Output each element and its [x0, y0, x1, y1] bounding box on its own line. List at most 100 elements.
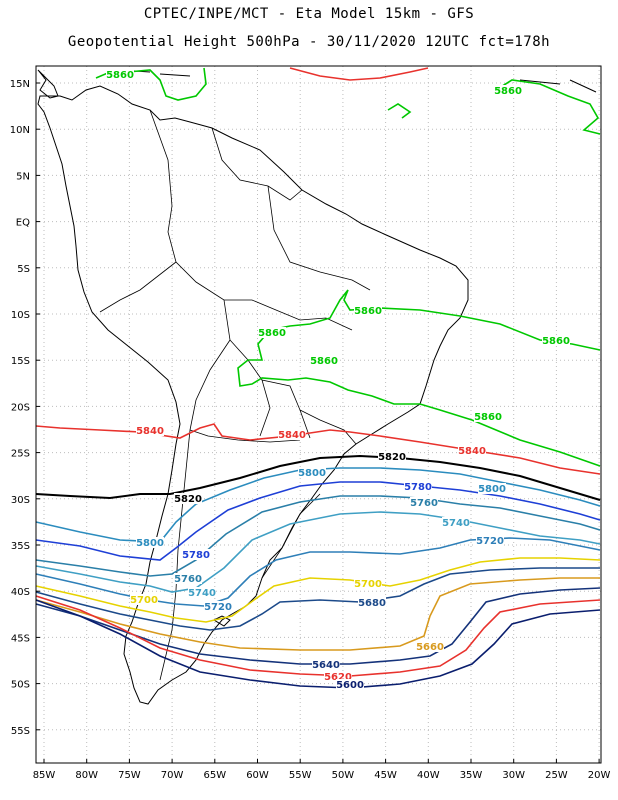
country-borders — [99, 109, 371, 681]
longitude-labels: 85W 80W 75W 70W 65W 60W 55W 50W 45W 40W 35W 30W 25W 2… — [33, 759, 611, 781]
lon-tick-label: 40W — [417, 770, 440, 781]
lat-tick-label: 10N — [10, 125, 30, 136]
contour-label-bg — [312, 659, 340, 670]
contour-label-bg — [378, 451, 406, 462]
lon-tick-label: 35W — [460, 770, 483, 781]
south-america-coastline — [37, 85, 469, 705]
contour-label: 5840 — [458, 446, 486, 457]
contour-5860-north-c — [387, 103, 412, 119]
contour-label-bg — [324, 671, 352, 682]
lat-tick-label: 35S — [11, 541, 30, 552]
contour-label: 5800 — [136, 538, 164, 549]
contour-label: 5860 — [494, 86, 522, 97]
latitude-labels: 15N 10N 5N EQ 5S 10S 15S 20S 25S 30S 35S 40S 45S 50S 5… — [10, 79, 40, 737]
contour-5840 — [35, 423, 601, 475]
lat-tick-label: 5S — [17, 264, 30, 275]
contour-label-bg — [476, 535, 504, 546]
contour-5680 — [35, 567, 600, 631]
contour-label-bg — [174, 493, 202, 504]
contour-label-bg — [404, 481, 432, 492]
geopotential-contours — [35, 67, 601, 689]
contour-label-bg — [106, 69, 134, 80]
lat-tick-label: 10S — [11, 310, 30, 321]
central-america-coastline — [37, 69, 59, 99]
contour-5700 — [35, 557, 601, 623]
lat-tick-label: 55S — [11, 726, 30, 737]
contour-label-bg — [136, 537, 164, 548]
contour-label-bg — [474, 411, 502, 422]
contour-5660 — [35, 577, 600, 651]
contour-label: 5740 — [188, 588, 216, 599]
contour-label: 5640 — [312, 660, 340, 671]
contour-label-bg — [494, 85, 522, 96]
lon-tick-label: 80W — [75, 770, 98, 781]
contour-label: 5700 — [354, 579, 382, 590]
lat-tick-label: 50S — [11, 680, 30, 691]
falkland-islands — [212, 615, 231, 627]
contour-label-bg — [136, 425, 164, 436]
contour-label-bg — [410, 497, 438, 508]
contour-label-bg — [542, 335, 570, 346]
contour-label-bg — [358, 597, 386, 608]
contour-label-bg — [416, 641, 444, 652]
contour-label: 5680 — [358, 598, 386, 609]
map-title-line2: Geopotential Height 500hPa - 30/11/2020 … — [67, 34, 551, 50]
contour-label-bg — [310, 355, 338, 366]
contour-label: 5860 — [474, 412, 502, 423]
contour-label: 5820 — [174, 494, 202, 505]
lon-tick-label: 85W — [33, 770, 56, 781]
contour-label-bg — [130, 594, 158, 605]
lat-lon-grid — [36, 66, 601, 763]
contour-label-bg — [354, 305, 382, 316]
contour-label-bg — [458, 445, 486, 456]
contour-labels: 5860 5860 5860 5860 5860 5860 5860 5840 5840 5840… — [106, 69, 570, 691]
contour-label: 5780 — [182, 550, 210, 561]
contour-label: 5860 — [106, 70, 134, 81]
contour-label-bg — [354, 578, 382, 589]
contour-5820 — [35, 454, 601, 501]
lat-tick-label: 15N — [10, 79, 30, 90]
lon-tick-label: 25W — [545, 770, 568, 781]
contour-label: 5600 — [336, 680, 364, 691]
contour-label: 5700 — [130, 595, 158, 606]
contour-label: 5620 — [324, 672, 352, 683]
contour-5640 — [35, 587, 601, 665]
map-frame — [35, 65, 602, 764]
contour-label: 5780 — [404, 482, 432, 493]
lon-tick-label: 30W — [502, 770, 525, 781]
lat-tick-label: 5N — [16, 171, 30, 182]
contour-label-bg — [478, 483, 506, 494]
lon-tick-label: 70W — [161, 770, 184, 781]
contour-label: 5740 — [442, 518, 470, 529]
lat-tick-label: 45S — [11, 633, 30, 644]
contour-label-bg — [258, 327, 286, 338]
contour-label-bg — [182, 549, 210, 560]
contour-label: 5720 — [476, 536, 504, 547]
contour-5620 — [35, 595, 601, 677]
contour-label: 5820 — [378, 452, 406, 463]
contour-label: 5840 — [136, 426, 164, 437]
contour-label: 5860 — [354, 306, 382, 317]
contour-label: 5840 — [278, 430, 306, 441]
lat-tick-label: 30S — [11, 495, 30, 506]
lon-tick-label: 75W — [118, 770, 141, 781]
contour-label-bg — [336, 679, 364, 690]
contour-label: 5860 — [542, 336, 570, 347]
lon-tick-label: 60W — [246, 770, 269, 781]
contour-5840-north — [289, 67, 429, 81]
contour-label-bg — [298, 467, 326, 478]
lon-tick-label: 45W — [374, 770, 397, 781]
lat-tick-label: 20S — [11, 402, 30, 413]
lat-tick-label: EQ — [16, 218, 30, 229]
lon-tick-label: 20W — [588, 770, 611, 781]
contour-5860-north-b — [495, 79, 601, 135]
contour-label-bg — [174, 573, 202, 584]
contour-label: 5760 — [174, 574, 202, 585]
contour-label-bg — [442, 517, 470, 528]
contour-label: 5800 — [298, 468, 326, 479]
lat-tick-label: 25S — [11, 449, 30, 460]
contour-5740 — [35, 511, 601, 593]
lat-tick-label: 15S — [11, 356, 30, 367]
contour-label-bg — [188, 587, 216, 598]
